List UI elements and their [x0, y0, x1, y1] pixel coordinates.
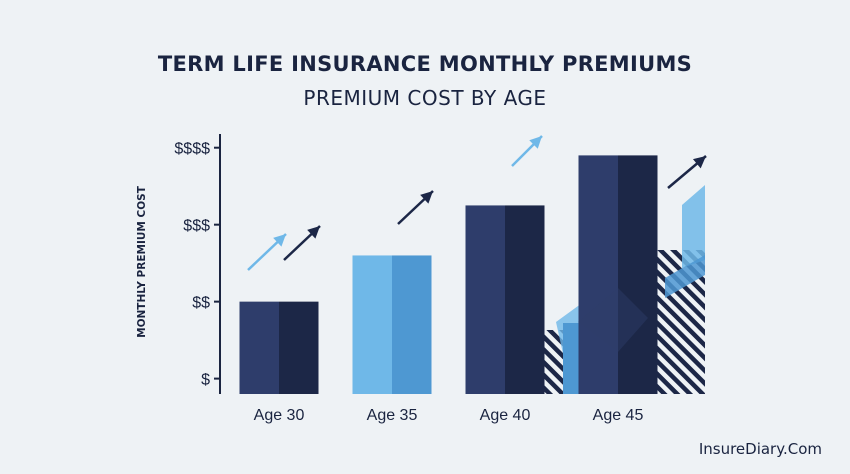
y-tick-label: $$$$	[174, 141, 210, 158]
bar-1-shade	[279, 301, 319, 394]
bar-4	[578, 155, 618, 394]
decor-shape	[578, 288, 648, 352]
bar-1	[239, 301, 279, 394]
y-tick-label: $	[201, 372, 210, 389]
y-ticks: $$$$$$$$$$	[174, 141, 220, 389]
trend-arrow-icon	[247, 233, 287, 271]
bar-2	[352, 255, 392, 394]
y-tick-label: $$	[192, 295, 210, 312]
trend-arrow-icon	[667, 155, 707, 189]
x-tick-label: Age 40	[480, 407, 531, 424]
chart-subtitle: PREMIUM COST BY AGE	[303, 86, 547, 110]
y-tick-label: $$$	[183, 218, 210, 235]
trend-arrow-icon	[397, 190, 434, 225]
decor-shape	[665, 255, 705, 298]
trend-arrow-icon	[511, 135, 543, 167]
decorative-arrows	[247, 135, 707, 394]
decor-shape	[682, 185, 705, 268]
watermark: InsureDiary.Com	[698, 440, 822, 458]
x-tick-label: Age 45	[593, 407, 644, 424]
decor-shape	[563, 323, 580, 394]
trend-arrow-icon	[283, 225, 321, 261]
x-tick-label: Age 35	[367, 407, 418, 424]
x-ticks: Age 30 Age 35 Age 40 Age 45	[254, 407, 644, 424]
chart-title: TERM LIFE INSURANCE MONTHLY PREMIUMS	[157, 52, 693, 76]
bar-3-shade	[505, 205, 545, 394]
x-tick-label: Age 30	[254, 407, 305, 424]
bar-3	[465, 205, 505, 394]
bar-2-shade	[392, 255, 432, 394]
bar-4-shade	[618, 155, 658, 394]
bars-group	[239, 155, 658, 394]
